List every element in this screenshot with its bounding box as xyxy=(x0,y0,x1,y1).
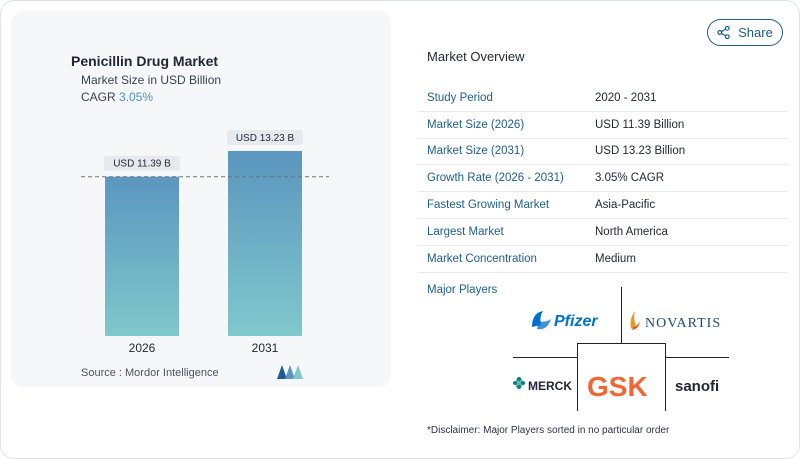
cagr-label: CAGR xyxy=(81,90,116,104)
pfizer-wordmark: Pfizer xyxy=(554,313,598,330)
share-icon xyxy=(717,26,730,39)
overview-row-market-size-2031: Market Size (2031) USD 13.23 Billion xyxy=(418,139,788,166)
bar-chart: USD 11.39 B 2026 USD 13.23 B 2031 xyxy=(81,130,329,355)
overview-value: Asia-Pacific xyxy=(595,199,656,212)
overview-row-study-period: Study Period 2020 - 2031 xyxy=(418,85,788,112)
data-label: USD 13.23 B xyxy=(236,133,295,144)
overview-value: USD 11.39 Billion xyxy=(595,118,685,131)
players-divider xyxy=(665,357,729,358)
x-tick-label: 2026 xyxy=(129,341,156,355)
players-divider xyxy=(577,343,666,344)
data-label-bg xyxy=(227,130,303,145)
chart-card xyxy=(11,11,391,387)
disclaimer-note: *Disclaimer: Major Players sorted in no … xyxy=(427,425,670,436)
players-divider xyxy=(621,287,622,343)
overview-key: Market Size (2031) xyxy=(427,145,525,158)
overview-row-fastest-growing: Fastest Growing Market Asia-Pacific xyxy=(418,192,788,219)
overview-key: Market Concentration xyxy=(427,252,537,265)
data-label: USD 11.39 B xyxy=(113,159,171,170)
chart-subtitle: Market Size in USD Billion xyxy=(81,73,222,87)
overview-key: Fastest Growing Market xyxy=(427,199,550,212)
overview-key: Study Period xyxy=(427,91,493,104)
data-label-bg xyxy=(104,155,180,171)
sanofi-wordmark: sanofi xyxy=(675,378,719,395)
gsk-wordmark: GSK xyxy=(587,371,648,402)
major-players-label: Major Players xyxy=(427,284,498,296)
overview-value: 2020 - 2031 xyxy=(595,91,657,104)
novartis-wordmark: NOVARTIS xyxy=(645,316,721,331)
share-button[interactable]: Share xyxy=(707,19,783,46)
source-note: Source : Mordor Intelligence xyxy=(81,367,219,379)
overview-key: Growth Rate (2026 - 2031) xyxy=(427,172,564,185)
players-divider xyxy=(577,343,578,411)
overview-row-largest-market: Largest Market North America xyxy=(418,219,788,246)
sanofi-logo: sanofi xyxy=(675,378,719,395)
players-divider xyxy=(513,357,577,358)
merck-wordmark: MERCK xyxy=(528,379,572,393)
cagr-value: 3.05% xyxy=(119,90,154,104)
merck-logo: MERCK xyxy=(513,377,572,393)
chart-title: Penicillin Drug Market xyxy=(71,53,219,69)
x-tick-label: 2031 xyxy=(252,341,279,355)
overview-table: Study Period 2020 - 2031 Market Size (20… xyxy=(418,85,788,273)
overview-value: Medium xyxy=(595,252,636,265)
overview-row-growth-rate: Growth Rate (2026 - 2031) 3.05% CAGR xyxy=(418,165,788,193)
overview-row-concentration: Market Concentration Medium xyxy=(418,246,788,273)
overview-value: USD 13.23 Billion xyxy=(595,145,686,158)
cagr-line: CAGR 3.05% xyxy=(81,90,153,104)
overview-row-market-size-2026: Market Size (2026) USD 11.39 Billion xyxy=(418,112,788,139)
overview-key: Largest Market xyxy=(427,225,504,238)
pfizer-logo: Pfizer xyxy=(532,311,598,330)
gsk-logo: GSK xyxy=(587,371,648,402)
overview-value: 3.05% CAGR xyxy=(595,172,665,185)
overview-value: North America xyxy=(595,225,668,238)
overview-title: Market Overview xyxy=(427,49,525,64)
novartis-logo: NOVARTIS xyxy=(630,311,721,331)
share-label: Share xyxy=(738,25,773,40)
bar-2031 xyxy=(228,151,302,336)
overview-key: Market Size (2026) xyxy=(427,118,525,131)
players-divider xyxy=(665,343,666,411)
mordor-logo-icon xyxy=(277,365,303,379)
bar-2026 xyxy=(105,176,179,336)
